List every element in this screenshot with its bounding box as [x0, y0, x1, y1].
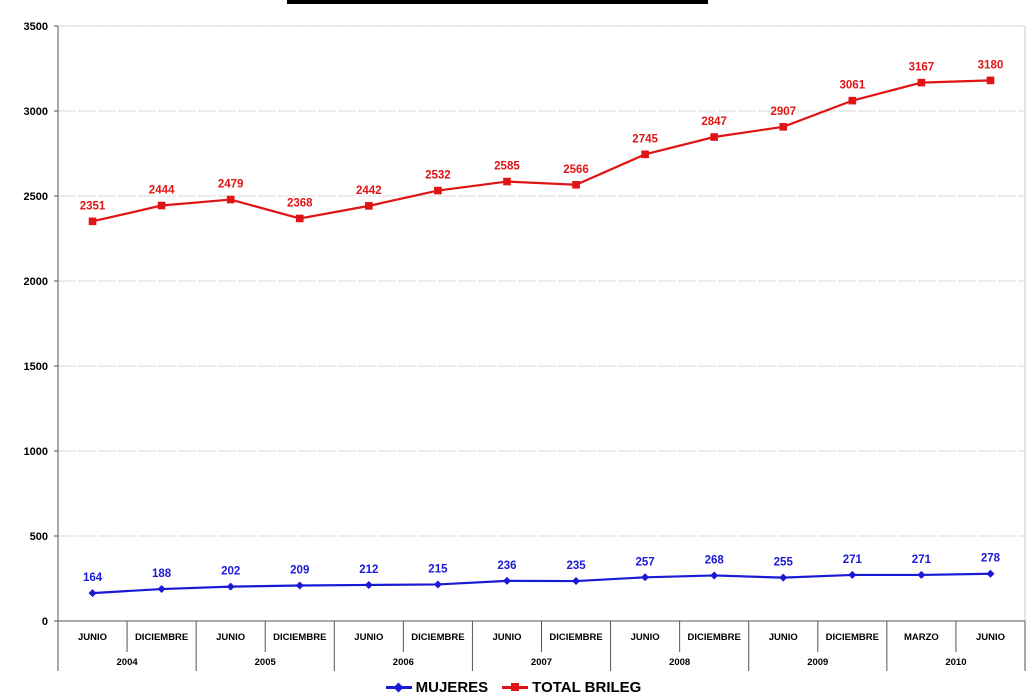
data-point-mujeres	[710, 571, 719, 580]
data-label-mujeres: 215	[428, 563, 448, 575]
data-label-mujeres: 235	[566, 560, 586, 572]
legend: MUJERES TOTAL BRILEG	[0, 676, 1027, 698]
y-tick-label: 1500	[24, 361, 48, 373]
data-point-mujeres	[226, 582, 235, 591]
data-point-mujeres	[88, 589, 97, 598]
y-tick-label: 3000	[24, 106, 48, 118]
x-tick-label: DICIEMBRE	[826, 632, 879, 643]
data-point-total-brileg	[572, 180, 580, 189]
data-point-total-brileg	[848, 96, 857, 105]
data-label-mujeres: 257	[636, 556, 655, 568]
data-point-mujeres	[157, 585, 166, 594]
x-tick-label: MARZO	[904, 632, 939, 643]
data-label-mujeres: 255	[774, 557, 794, 569]
data-point-mujeres	[641, 573, 650, 582]
data-label-total-brileg: 2847	[701, 116, 727, 128]
legend-item-mujeres: MUJERES	[385, 678, 489, 696]
data-label-total-brileg: 2444	[149, 185, 175, 197]
data-label-total-brileg: 3180	[978, 59, 1004, 71]
data-label-total-brileg: 2566	[563, 164, 589, 176]
x-tick-label: JUNIO	[976, 632, 1005, 643]
data-point-mujeres	[364, 580, 373, 589]
legend-label-mujeres: MUJERES	[415, 678, 489, 696]
year-group-label: 2007	[531, 657, 552, 668]
legend-label-total-brileg: TOTAL BRILEG	[532, 678, 642, 696]
data-point-mujeres	[917, 570, 926, 579]
x-tick-label: DICIEMBRE	[411, 632, 464, 643]
y-tick-label: 3500	[24, 21, 48, 33]
year-group-label: 2005	[255, 657, 277, 668]
data-point-mujeres	[779, 573, 788, 582]
data-label-total-brileg: 2368	[287, 197, 313, 209]
data-label-total-brileg: 2907	[770, 106, 796, 118]
data-label-mujeres: 271	[912, 554, 932, 566]
x-tick-label: DICIEMBRE	[549, 632, 602, 643]
data-point-mujeres	[295, 581, 304, 590]
data-label-mujeres: 209	[290, 564, 309, 576]
x-tick-label: JUNIO	[492, 632, 521, 643]
data-point-total-brileg	[434, 186, 442, 195]
x-tick-label: DICIEMBRE	[688, 632, 741, 643]
legend-swatch-mujeres	[385, 681, 412, 693]
legend-swatch-total-brileg	[502, 681, 529, 693]
x-tick-label: JUNIO	[769, 632, 798, 643]
year-group-label: 2008	[669, 657, 690, 668]
year-group-label: 2010	[945, 657, 966, 668]
data-label-total-brileg: 2745	[632, 133, 658, 145]
year-group-label: 2004	[117, 657, 139, 668]
data-label-total-brileg: 3167	[909, 62, 935, 74]
data-point-total-brileg	[641, 150, 649, 159]
y-tick-label: 500	[30, 531, 48, 543]
data-label-mujeres: 212	[359, 564, 378, 576]
year-group-label: 2009	[807, 657, 828, 668]
data-label-mujeres: 278	[981, 553, 1001, 565]
data-point-total-brileg	[226, 195, 235, 204]
y-tick-label: 2500	[24, 191, 48, 203]
legend-item-total-brileg: TOTAL BRILEG	[502, 679, 641, 696]
x-tick-label: DICIEMBRE	[135, 632, 188, 643]
y-tick-label: 0	[42, 616, 48, 628]
data-point-mujeres	[848, 570, 857, 579]
data-point-mujeres	[502, 576, 511, 585]
data-label-total-brileg: 3061	[840, 80, 866, 92]
data-point-total-brileg	[88, 217, 97, 226]
data-point-mujeres	[572, 577, 581, 586]
data-point-total-brileg	[710, 133, 718, 141]
data-label-mujeres: 271	[843, 554, 863, 566]
data-label-total-brileg: 2585	[494, 161, 520, 173]
title-bar	[287, 0, 708, 4]
data-point-total-brileg	[779, 123, 788, 131]
year-group-label: 2006	[393, 657, 414, 668]
data-point-total-brileg	[295, 214, 304, 223]
data-point-total-brileg	[917, 78, 926, 87]
data-label-mujeres: 188	[152, 568, 172, 580]
data-label-mujeres: 268	[705, 554, 725, 566]
x-tick-label: DICIEMBRE	[273, 632, 326, 643]
series-line-total-brileg	[92, 79, 991, 223]
data-label-total-brileg: 2479	[218, 179, 244, 191]
data-label-mujeres: 202	[221, 566, 240, 578]
y-tick-label: 2000	[24, 276, 48, 288]
x-tick-label: JUNIO	[78, 632, 107, 643]
data-point-total-brileg	[503, 177, 511, 186]
data-label-total-brileg: 2532	[425, 170, 451, 182]
plot-area	[57, 25, 1026, 622]
data-point-total-brileg	[986, 76, 995, 85]
x-tick-label: JUNIO	[354, 632, 383, 643]
x-tick-label: JUNIO	[631, 632, 660, 643]
data-label-total-brileg: 2351	[80, 200, 106, 212]
data-label-mujeres: 236	[497, 560, 516, 572]
data-label-mujeres: 164	[83, 572, 103, 584]
series-line-mujeres	[92, 572, 991, 595]
y-tick-label: 1000	[24, 446, 48, 458]
data-point-total-brileg	[365, 202, 373, 210]
data-point-mujeres	[986, 569, 995, 578]
x-tick-label: JUNIO	[216, 632, 245, 643]
data-label-total-brileg: 2442	[356, 185, 382, 197]
data-point-mujeres	[433, 580, 442, 589]
data-point-total-brileg	[157, 201, 166, 210]
